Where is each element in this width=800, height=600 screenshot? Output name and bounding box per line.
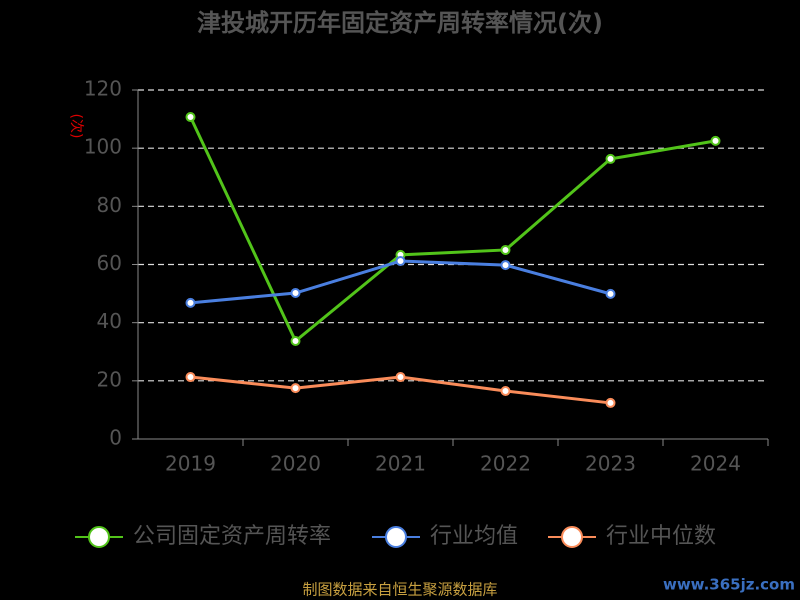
x-tick-label: 2022	[480, 452, 531, 476]
y-tick-label: 100	[84, 135, 122, 159]
x-tick-label: 2023	[585, 452, 636, 476]
point	[500, 244, 511, 255]
x-tick-label: 2019	[165, 452, 216, 476]
legend-marker	[88, 526, 110, 548]
series-line	[189, 116, 716, 344]
legend-label: 行业中位数	[606, 524, 716, 549]
y-tick-label: 0	[109, 426, 122, 450]
point	[185, 112, 196, 123]
point	[710, 135, 721, 146]
x-tick-label: 2021	[375, 452, 426, 476]
point	[500, 386, 511, 397]
legend-marker	[561, 526, 583, 548]
point	[185, 297, 196, 308]
point	[605, 153, 616, 164]
point	[395, 372, 406, 383]
point	[290, 335, 301, 346]
x-tick-label: 2020	[270, 452, 321, 476]
y-tick-label: 80	[97, 193, 122, 217]
y-tick-label: 20	[97, 367, 122, 391]
y-tick-label: 120	[84, 77, 122, 101]
point	[395, 256, 406, 267]
x-tick-label: 2024	[690, 452, 741, 476]
chart-title: 津投城开历年固定资产周转率情况(次)	[197, 9, 603, 37]
legend-label: 公司固定资产周转率	[133, 524, 331, 549]
y-axis-label: (次)	[68, 114, 84, 139]
point	[605, 288, 616, 299]
point	[290, 383, 301, 394]
y-tick-label: 60	[97, 251, 122, 275]
point	[500, 260, 511, 271]
point	[605, 397, 616, 408]
source: 制图数据来自恒生聚源数据库	[302, 581, 497, 599]
point	[185, 372, 196, 383]
legend-label: 行业均值	[430, 524, 518, 549]
watermark: www.365jz.com	[663, 576, 795, 594]
legend-marker	[385, 526, 407, 548]
point	[290, 288, 301, 299]
y-tick-label: 40	[97, 309, 122, 333]
